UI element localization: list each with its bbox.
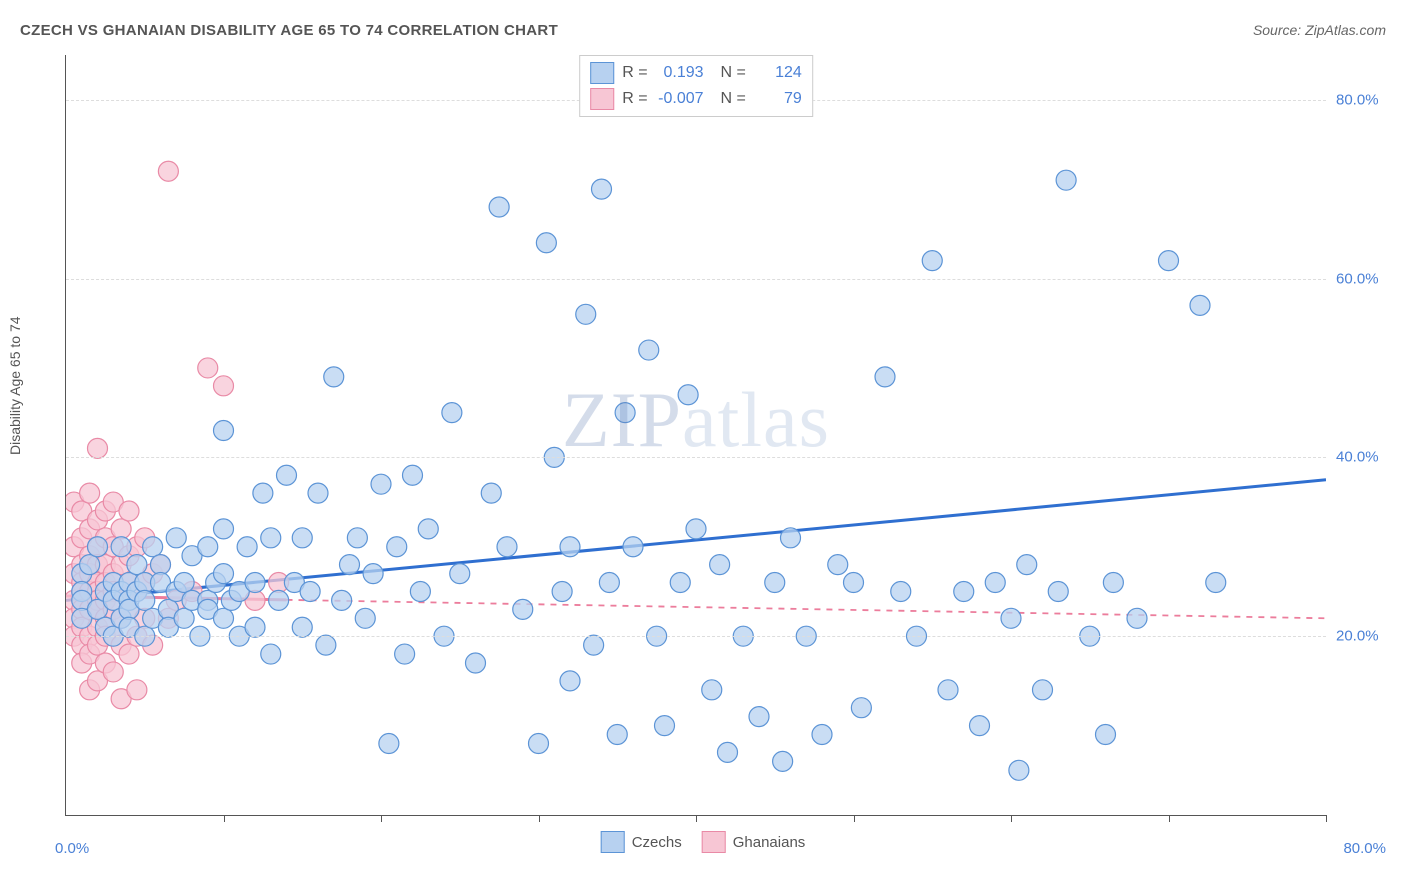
x-axis-max-label: 80.0% — [1343, 840, 1386, 857]
x-axis-min-label: 0.0% — [55, 840, 89, 857]
stats-row-czechs: R = 0.193 N = 124 — [590, 60, 802, 86]
stat-n-ghanaians: 79 — [754, 90, 802, 108]
y-tick-label: 20.0% — [1336, 628, 1396, 645]
stat-r-label: R = — [622, 90, 647, 108]
stat-r-label: R = — [622, 64, 647, 82]
stat-n-label: N = — [712, 90, 746, 108]
chart-header: CZECH VS GHANAIAN DISABILITY AGE 65 TO 7… — [20, 22, 1386, 52]
plot-area: R = 0.193 N = 124 R = -0.007 N = 79 ZIPa… — [65, 55, 1326, 816]
legend-swatch-ghanaians — [702, 831, 726, 853]
y-axis-label: Disability Age 65 to 74 — [7, 316, 23, 455]
legend-item-ghanaians: Ghanaians — [702, 831, 806, 853]
y-tick-label: 60.0% — [1336, 270, 1396, 287]
stat-r-czechs: 0.193 — [656, 64, 704, 82]
y-tick-label: 80.0% — [1336, 91, 1396, 108]
legend-label-ghanaians: Ghanaians — [733, 834, 806, 851]
swatch-ghanaians — [590, 88, 614, 110]
stat-r-ghanaians: -0.007 — [656, 90, 704, 108]
stat-n-czechs: 124 — [754, 64, 802, 82]
regression-lines-layer — [66, 55, 1326, 815]
legend-swatch-czechs — [601, 831, 625, 853]
stats-row-ghanaians: R = -0.007 N = 79 — [590, 86, 802, 112]
scatter-points-layer — [66, 55, 1326, 815]
watermark: ZIPatlas — [562, 375, 830, 465]
plot-container: Disability Age 65 to 74 R = 0.193 N = 12… — [20, 55, 1386, 855]
stat-n-label: N = — [712, 64, 746, 82]
stats-legend: R = 0.193 N = 124 R = -0.007 N = 79 — [579, 55, 813, 117]
chart-title: CZECH VS GHANAIAN DISABILITY AGE 65 TO 7… — [20, 22, 558, 39]
series-legend: Czechs Ghanaians — [601, 831, 806, 853]
y-tick-label: 40.0% — [1336, 449, 1396, 466]
legend-item-czechs: Czechs — [601, 831, 682, 853]
swatch-czechs — [590, 62, 614, 84]
legend-label-czechs: Czechs — [632, 834, 682, 851]
source-attribution: Source: ZipAtlas.com — [1253, 22, 1386, 38]
